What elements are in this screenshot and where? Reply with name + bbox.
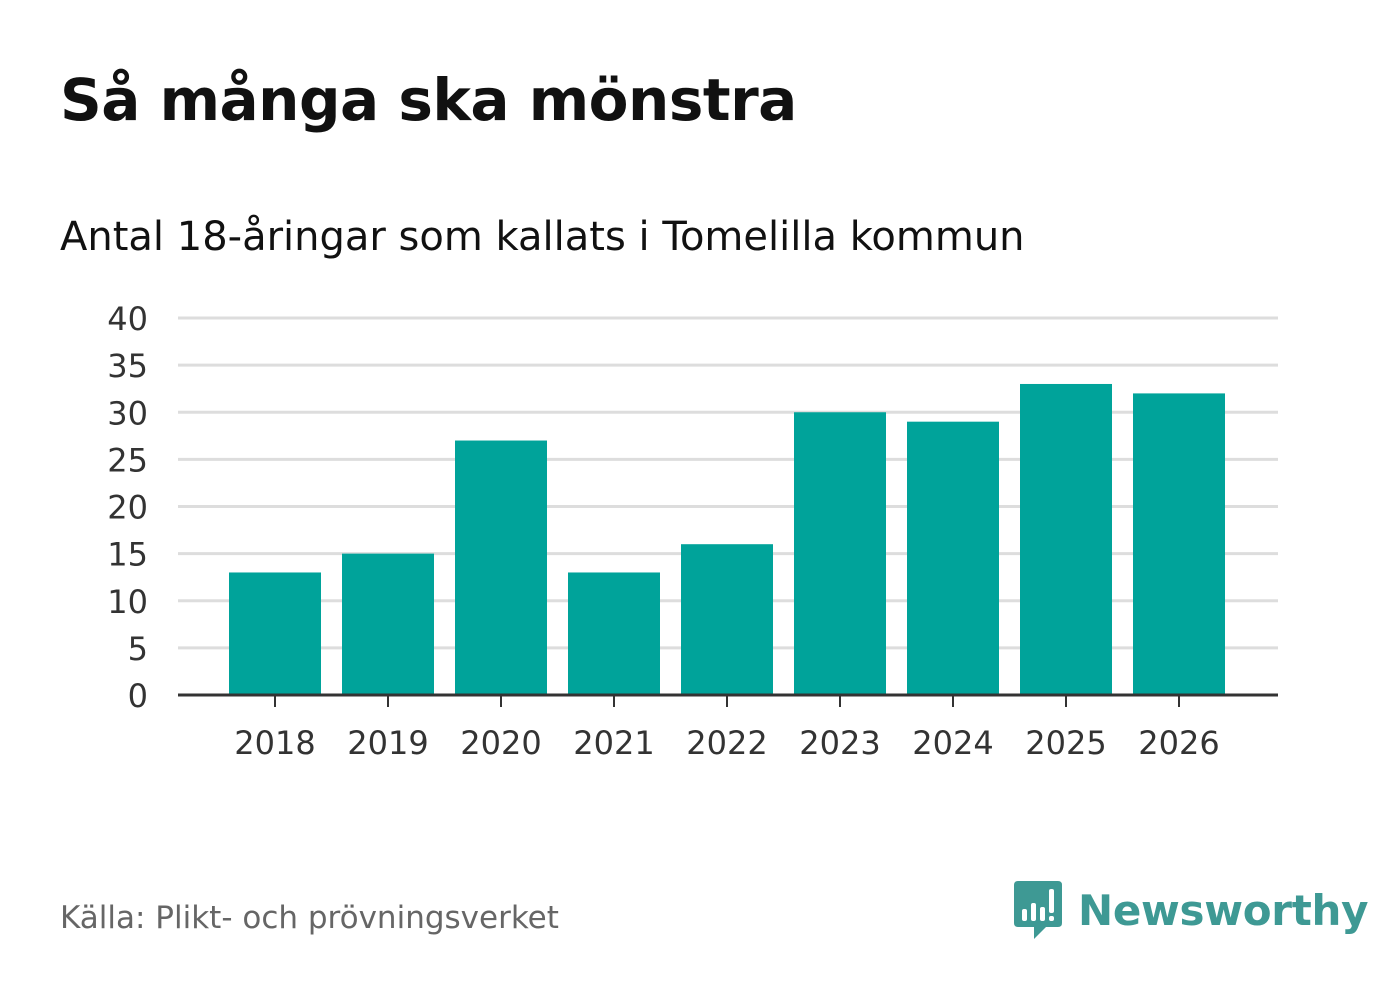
- x-tick-label: 2023: [799, 724, 880, 762]
- y-tick-label: 15: [107, 536, 148, 574]
- bar-2023: [794, 412, 886, 695]
- x-tick-label: 2018: [234, 724, 315, 762]
- bar-2022: [681, 544, 773, 695]
- bar-2024: [907, 421, 999, 695]
- bar-2020: [455, 440, 547, 695]
- y-tick-label: 30: [107, 394, 148, 432]
- bar-2026: [1133, 393, 1225, 695]
- y-tick-label: 0: [128, 677, 148, 715]
- x-tick-label: 2024: [912, 724, 993, 762]
- y-tick-label: 35: [107, 347, 148, 385]
- x-tick-labels: 2018 2019 2020 2021 2022 2023 2024 2025 2026: [234, 724, 1219, 762]
- y-tick-labels: 0 5 10 15 20 25 30 35 40: [107, 300, 148, 715]
- y-tick-label: 10: [107, 583, 148, 621]
- x-tick-label: 2022: [686, 724, 767, 762]
- newsworthy-logo: Newsworthy: [1012, 878, 1368, 942]
- bar-2021: [568, 572, 660, 695]
- x-tick-label: 2020: [460, 724, 541, 762]
- y-tick-label: 5: [128, 630, 148, 668]
- brand-name: Newsworthy: [1078, 885, 1369, 935]
- chart-subtitle: Antal 18-åringar som kallats i Tomelilla…: [60, 214, 1025, 260]
- speech-bubble-bar-chart-icon: [1014, 881, 1062, 939]
- source-note: Källa: Plikt- och prövningsverket: [60, 900, 559, 936]
- x-tick-label: 2019: [347, 724, 428, 762]
- y-tick-label: 25: [107, 441, 148, 479]
- y-tick-label: 40: [107, 300, 148, 338]
- bar-2018: [229, 572, 321, 695]
- x-tick-label: 2025: [1025, 724, 1106, 762]
- y-tick-label: 20: [107, 489, 148, 527]
- x-tick-label: 2021: [573, 724, 654, 762]
- x-tick-label: 2026: [1138, 724, 1219, 762]
- bar-2025: [1020, 383, 1112, 695]
- chart-title: Så många ska mönstra: [60, 66, 797, 134]
- x-axis: [178, 693, 1278, 707]
- bars: [229, 383, 1225, 695]
- bar-2019: [342, 553, 434, 695]
